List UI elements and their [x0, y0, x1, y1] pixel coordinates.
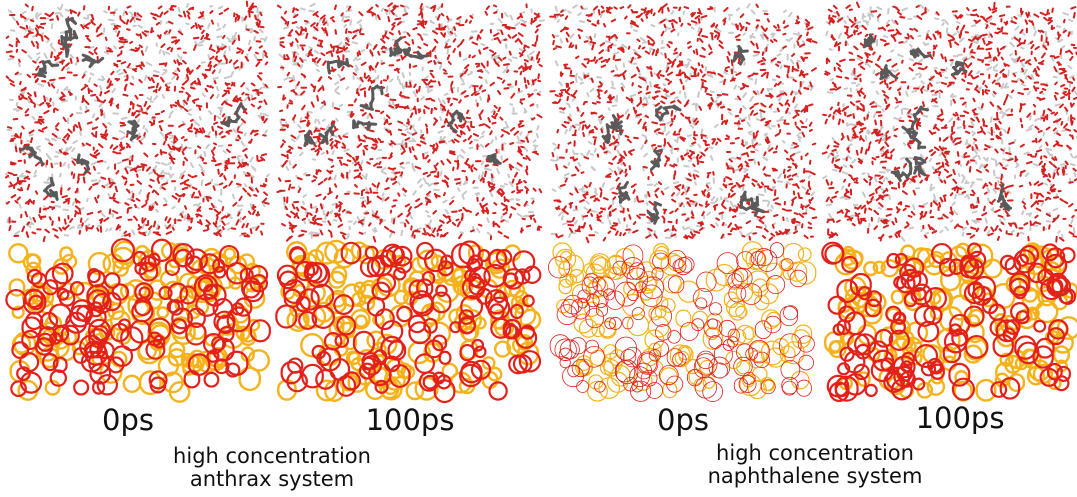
panel-label: 0ps: [102, 403, 154, 437]
caption: high concentration: [173, 444, 371, 468]
snapshots: [6, 2, 1077, 402]
caption: high concentration: [716, 441, 914, 465]
oxygen-network: [548, 243, 814, 402]
panel-label: 100ps: [366, 403, 455, 437]
caption: anthrax system: [190, 467, 354, 491]
panel-label: 0ps: [657, 403, 709, 437]
figure: 0ps 100ps 0ps 100ps high concentration a…: [0, 0, 1077, 497]
panel-label: 100ps: [916, 401, 1005, 435]
water-oxygen: [277, 3, 541, 241]
caption: naphthalene system: [708, 464, 923, 488]
